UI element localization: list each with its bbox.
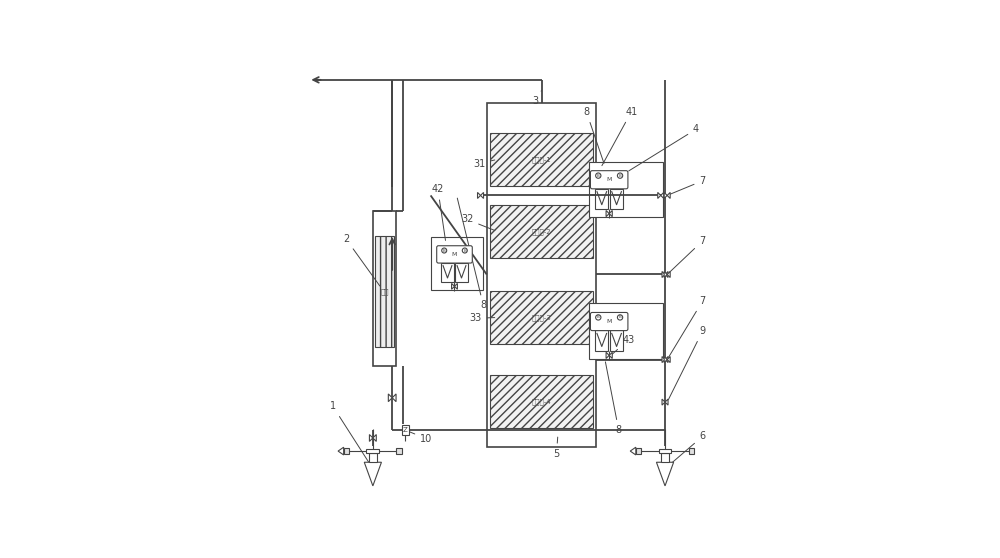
Text: 8: 8 xyxy=(457,198,486,310)
Text: 6: 6 xyxy=(667,431,706,467)
Polygon shape xyxy=(665,357,668,363)
Bar xyxy=(373,211,396,365)
Polygon shape xyxy=(665,399,668,405)
Bar xyxy=(490,205,593,258)
Bar xyxy=(659,449,671,453)
Text: 10: 10 xyxy=(408,431,432,444)
Polygon shape xyxy=(481,193,484,199)
Polygon shape xyxy=(656,462,674,486)
Bar xyxy=(396,448,402,454)
Text: B: B xyxy=(463,248,466,253)
Bar xyxy=(589,162,663,217)
Bar xyxy=(595,330,608,350)
Text: 7: 7 xyxy=(670,176,706,194)
Text: Z: Z xyxy=(403,427,408,433)
Text: 32: 32 xyxy=(461,214,495,230)
Text: 43: 43 xyxy=(611,335,634,355)
Text: B: B xyxy=(619,174,622,177)
Bar xyxy=(589,304,663,359)
Circle shape xyxy=(462,248,467,253)
Text: 填料: 填料 xyxy=(380,288,389,295)
Polygon shape xyxy=(667,272,670,277)
Text: B: B xyxy=(443,248,446,253)
Text: M: M xyxy=(452,252,457,257)
Text: 4: 4 xyxy=(629,124,699,171)
Text: M: M xyxy=(606,177,612,182)
Bar xyxy=(487,103,596,447)
Text: 7: 7 xyxy=(669,296,706,357)
Bar xyxy=(490,291,593,344)
Polygon shape xyxy=(369,435,373,441)
Text: 31: 31 xyxy=(473,158,495,169)
Text: 9: 9 xyxy=(668,326,706,400)
Text: 3: 3 xyxy=(532,90,542,107)
Bar xyxy=(689,448,694,454)
Polygon shape xyxy=(662,357,665,363)
Polygon shape xyxy=(373,435,376,441)
Text: 催化剂-4: 催化剂-4 xyxy=(532,398,551,405)
Polygon shape xyxy=(667,357,670,363)
Text: 催化剂-1: 催化剂-1 xyxy=(532,156,551,162)
Text: 催化剂-2: 催化剂-2 xyxy=(532,228,551,235)
Bar xyxy=(366,449,379,453)
Polygon shape xyxy=(630,447,636,455)
Text: 8: 8 xyxy=(605,362,622,435)
FancyBboxPatch shape xyxy=(437,246,472,263)
Text: 催化剂-3: 催化剂-3 xyxy=(532,314,551,321)
Circle shape xyxy=(596,315,601,320)
Circle shape xyxy=(617,315,623,320)
Bar xyxy=(661,453,669,462)
Text: 2: 2 xyxy=(343,234,380,286)
Text: B: B xyxy=(597,174,600,177)
Text: B: B xyxy=(619,315,622,319)
Polygon shape xyxy=(452,283,454,289)
Text: B: B xyxy=(597,315,600,319)
Bar xyxy=(369,453,377,462)
Polygon shape xyxy=(664,272,667,277)
Bar xyxy=(595,189,608,209)
Polygon shape xyxy=(364,462,381,486)
Bar xyxy=(610,330,623,350)
Polygon shape xyxy=(664,357,667,363)
Polygon shape xyxy=(609,210,612,217)
Bar xyxy=(636,448,641,454)
Text: 8: 8 xyxy=(583,107,604,163)
Bar xyxy=(490,133,593,186)
Text: 41: 41 xyxy=(602,107,637,166)
Polygon shape xyxy=(662,399,665,405)
Text: 7: 7 xyxy=(669,236,706,272)
Polygon shape xyxy=(658,193,661,199)
Bar xyxy=(610,189,623,209)
Polygon shape xyxy=(665,272,668,277)
Polygon shape xyxy=(609,352,612,358)
Bar xyxy=(455,263,468,282)
Text: 5: 5 xyxy=(553,437,560,459)
Text: 42: 42 xyxy=(432,184,445,240)
Circle shape xyxy=(442,248,447,253)
Polygon shape xyxy=(664,193,667,199)
Polygon shape xyxy=(478,193,481,199)
Text: M: M xyxy=(606,319,612,324)
Text: 33: 33 xyxy=(470,313,495,323)
Polygon shape xyxy=(606,352,609,358)
Polygon shape xyxy=(662,272,665,277)
FancyBboxPatch shape xyxy=(590,171,628,189)
FancyBboxPatch shape xyxy=(590,312,628,330)
Bar xyxy=(344,448,349,454)
Polygon shape xyxy=(667,193,670,199)
Polygon shape xyxy=(338,447,344,455)
Bar xyxy=(431,237,483,290)
Circle shape xyxy=(617,173,623,178)
Bar xyxy=(441,263,454,282)
Circle shape xyxy=(596,173,601,178)
Bar xyxy=(490,375,593,429)
Polygon shape xyxy=(454,283,457,289)
Bar xyxy=(375,235,394,347)
Text: 1: 1 xyxy=(330,401,371,466)
Polygon shape xyxy=(388,394,392,402)
Polygon shape xyxy=(661,193,664,199)
Polygon shape xyxy=(392,394,396,402)
Bar xyxy=(402,425,409,435)
Polygon shape xyxy=(606,210,609,217)
